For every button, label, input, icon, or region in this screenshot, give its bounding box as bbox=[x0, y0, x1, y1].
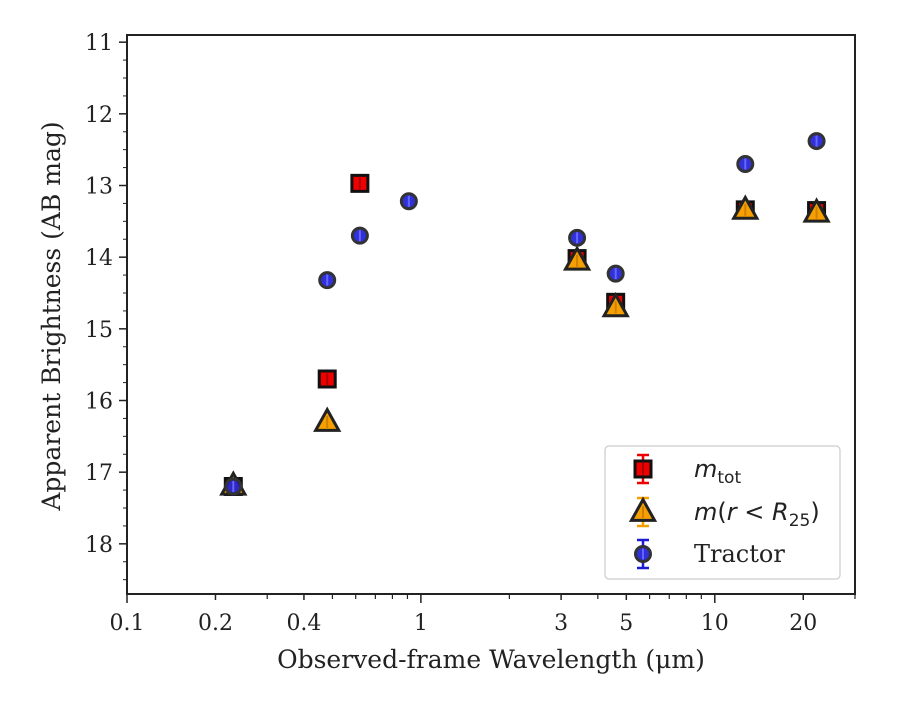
data-point bbox=[350, 226, 369, 245]
legend-label: m(r < R25) bbox=[694, 498, 820, 531]
series-1 bbox=[219, 194, 831, 496]
data-point bbox=[224, 477, 243, 496]
x-tick-label: 3 bbox=[554, 611, 568, 636]
y-tick-label: 14 bbox=[85, 246, 113, 271]
y-tick-label: 15 bbox=[85, 318, 113, 343]
plot-frame bbox=[126, 34, 856, 595]
data-point bbox=[568, 228, 587, 247]
x-tick-label: 5 bbox=[619, 611, 633, 636]
data-point bbox=[736, 155, 755, 173]
legend-marker bbox=[633, 459, 653, 479]
series-2 bbox=[224, 132, 826, 496]
x-axis-title: Observed-frame Wavelength (μm) bbox=[277, 645, 705, 674]
legend: mtot m(r < R25) Tractor bbox=[604, 445, 841, 580]
x-tick-label: 1 bbox=[414, 611, 428, 636]
legend-label: mtot bbox=[694, 455, 741, 488]
data-point bbox=[807, 132, 826, 151]
data-point bbox=[802, 197, 831, 223]
data-point bbox=[313, 406, 342, 432]
data-point bbox=[601, 291, 630, 318]
y-tick-label: 13 bbox=[85, 175, 113, 200]
y-tick-label: 17 bbox=[85, 461, 113, 486]
legend-marker bbox=[634, 545, 652, 563]
y-tick-label: 16 bbox=[85, 390, 113, 415]
legend-box bbox=[604, 445, 841, 580]
y-axis-title: Apparent Brightness (AB mag) bbox=[37, 121, 66, 511]
legend-marker bbox=[628, 496, 658, 522]
x-tick-label: 0.4 bbox=[286, 611, 321, 636]
data-point bbox=[350, 173, 370, 193]
data-point bbox=[606, 264, 625, 283]
y-tick-label: 12 bbox=[85, 103, 113, 128]
x-tick-label: 0.1 bbox=[110, 611, 145, 636]
data-point bbox=[731, 194, 760, 220]
x-tick-label: 10 bbox=[701, 611, 729, 636]
data-point bbox=[562, 245, 592, 271]
data-point bbox=[317, 369, 337, 389]
y-tick-label: 11 bbox=[85, 31, 113, 56]
x-tick-label: 0.2 bbox=[198, 611, 233, 636]
legend-label: Tractor bbox=[694, 540, 785, 568]
data-point bbox=[318, 271, 337, 290]
data-points bbox=[219, 132, 831, 496]
y-tick-label: 18 bbox=[85, 533, 113, 558]
x-tick-label: 20 bbox=[789, 611, 817, 636]
data-point bbox=[399, 192, 418, 211]
